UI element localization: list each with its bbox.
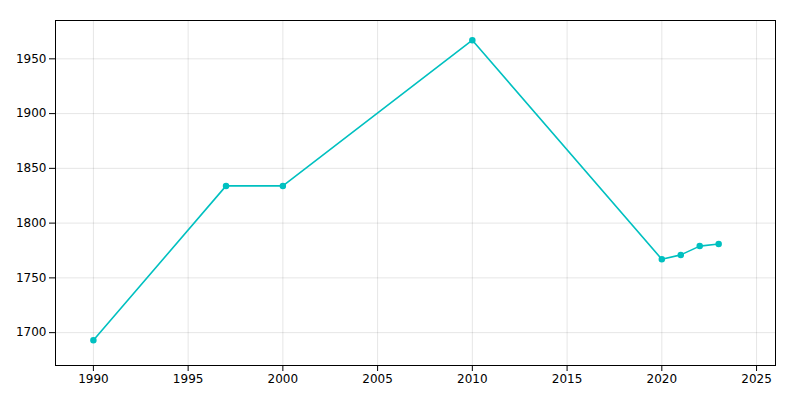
svg-text:1800: 1800 [16,216,47,230]
svg-text:1900: 1900 [16,106,47,120]
svg-text:2010: 2010 [457,372,488,386]
svg-text:2005: 2005 [362,372,393,386]
svg-text:1750: 1750 [16,271,47,285]
svg-text:2015: 2015 [552,372,583,386]
svg-text:2020: 2020 [647,372,678,386]
svg-text:2000: 2000 [268,372,299,386]
svg-text:2025: 2025 [741,372,772,386]
svg-text:1700: 1700 [16,325,47,339]
svg-text:1950: 1950 [16,52,47,66]
svg-text:1990: 1990 [78,372,109,386]
svg-text:1995: 1995 [173,372,204,386]
svg-text:1850: 1850 [16,161,47,175]
